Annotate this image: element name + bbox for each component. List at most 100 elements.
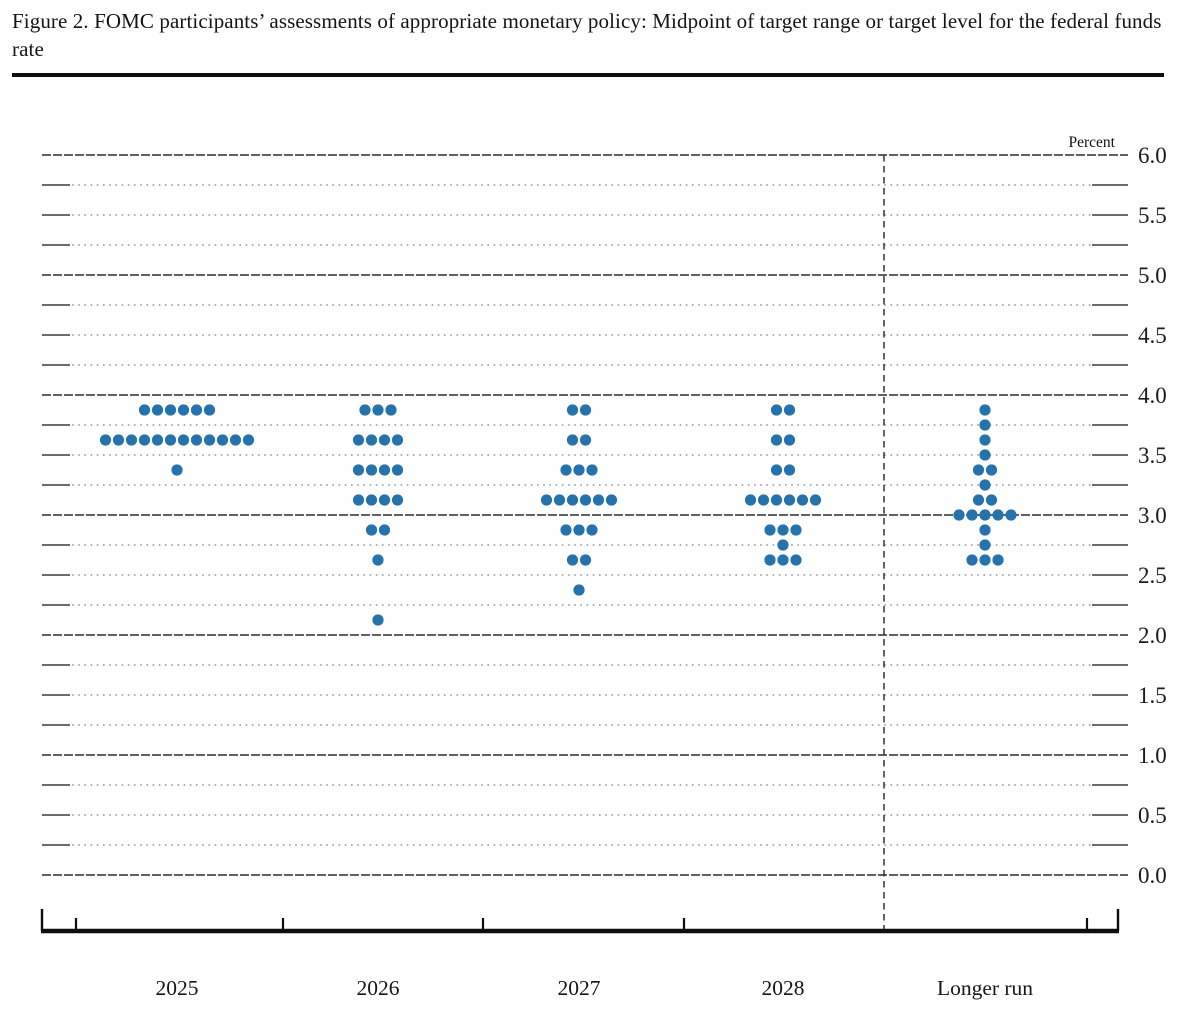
y-axis-label-4.5: 4.5: [1138, 323, 1167, 348]
participant-dot-2025-3.625: [164, 434, 177, 446]
x-axis-label-2025: 2025: [156, 976, 199, 1000]
participant-dot-2028-2.625: [790, 554, 802, 566]
participant-dot-2028-3.125: [783, 494, 796, 506]
participant-dot-2026-3.875: [359, 404, 371, 416]
participant-dot-longer-run-3.5: [979, 449, 991, 461]
participant-dot-2025-3.625: [151, 434, 164, 446]
y-axis-label-2.5: 2.5: [1138, 563, 1167, 588]
participant-dot-2028-2.75: [777, 539, 789, 551]
participant-dot-2025-3.875: [177, 404, 190, 416]
participant-dot-2028-2.875: [790, 524, 802, 536]
participant-dot-longer-run-3.75: [979, 419, 991, 431]
participant-dot-2026-2.875: [365, 524, 378, 536]
participant-dot-2028-3.875: [783, 404, 796, 416]
participant-dot-2027-3.125: [540, 494, 553, 506]
y-axis-label-5.5: 5.5: [1138, 203, 1167, 228]
participant-dot-2025-3.625: [190, 434, 203, 446]
participant-dot-2028-2.875: [764, 524, 776, 536]
participant-dot-2028-3.875: [770, 404, 783, 416]
participant-dot-longer-run-3.125: [972, 494, 985, 506]
participant-dot-2027-2.375: [573, 584, 585, 596]
participant-dot-2027-2.625: [566, 554, 579, 566]
participant-dot-2027-2.875: [573, 524, 585, 536]
participant-dot-2028-2.875: [777, 524, 789, 536]
participant-dot-longer-run-2.875: [979, 524, 991, 536]
participant-dot-2028-3.375: [783, 464, 796, 476]
participant-dot-longer-run-3.625: [979, 434, 991, 446]
participant-dot-2028-3.375: [770, 464, 783, 476]
y-axis-label-6.0: 6.0: [1138, 143, 1167, 168]
participant-dot-2025-3.625: [203, 434, 216, 446]
y-axis-label-3.5: 3.5: [1138, 443, 1167, 468]
participant-dot-2025-3.625: [125, 434, 138, 446]
x-axis-label-longer-run: Longer run: [937, 976, 1033, 1000]
participant-dot-2027-3.375: [560, 464, 572, 476]
x-axis-label-2027: 2027: [558, 976, 601, 1000]
participant-dot-2028-3.625: [770, 434, 783, 446]
participant-dot-longer-run-3: [1005, 509, 1017, 521]
participant-dot-2028-3.125: [809, 494, 822, 506]
participant-dot-2025-3.625: [229, 434, 242, 446]
participant-dot-2025-3.625: [112, 434, 125, 446]
participant-dot-2025-3.875: [164, 404, 177, 416]
participant-dot-2026-3.375: [365, 464, 378, 476]
participant-dot-longer-run-3.375: [972, 464, 985, 476]
participant-dot-longer-run-3.375: [985, 464, 998, 476]
participant-dot-longer-run-2.75: [979, 539, 991, 551]
participant-dot-2025-3.875: [151, 404, 164, 416]
y-axis-label-1.5: 1.5: [1138, 683, 1167, 708]
participant-dot-2026-3.625: [352, 434, 365, 446]
participant-dot-2027-2.625: [579, 554, 592, 566]
participant-dot-2026-3.125: [378, 494, 391, 506]
percent-unit-label: Percent: [1069, 134, 1116, 151]
participant-dot-2026-3.625: [378, 434, 391, 446]
participant-dot-longer-run-2.625: [966, 554, 978, 566]
participant-dot-longer-run-3.25: [979, 479, 991, 491]
participant-dot-2027-3.875: [566, 404, 579, 416]
participant-dot-2027-2.875: [586, 524, 598, 536]
participant-dot-2027-3.125: [566, 494, 579, 506]
participant-dot-2028-2.625: [777, 554, 789, 566]
participant-dot-2025-3.875: [138, 404, 151, 416]
participant-dot-2028-2.625: [764, 554, 776, 566]
y-axis-label-0.0: 0.0: [1138, 863, 1167, 888]
participant-dot-2026-2.625: [372, 554, 384, 566]
participant-dot-2027-3.625: [566, 434, 579, 446]
participant-dot-2025-3.875: [203, 404, 216, 416]
x-axis-label-2028: 2028: [762, 976, 805, 1000]
y-axis-label-4.0: 4.0: [1138, 383, 1167, 408]
participant-dot-longer-run-3: [953, 509, 965, 521]
participant-dot-2025-3.625: [138, 434, 151, 446]
participant-dot-2026-3.375: [378, 464, 391, 476]
participant-dot-2027-3.125: [592, 494, 605, 506]
participant-dot-2028-3.125: [757, 494, 770, 506]
participant-dot-2026-2.125: [372, 614, 384, 626]
participant-dot-2025-3.625: [242, 434, 255, 446]
participant-dot-longer-run-3: [992, 509, 1004, 521]
participant-dot-2025-3.625: [99, 434, 112, 446]
participant-dot-2027-3.125: [579, 494, 592, 506]
y-axis-label-3.0: 3.0: [1138, 503, 1167, 528]
participant-dot-2026-3.125: [352, 494, 365, 506]
participant-dot-longer-run-2.625: [979, 554, 991, 566]
participant-dot-2026-3.125: [365, 494, 378, 506]
participant-dot-2027-2.875: [560, 524, 572, 536]
participant-dot-2026-3.625: [365, 434, 378, 446]
participant-dot-longer-run-3: [979, 509, 991, 521]
y-axis-label-5.0: 5.0: [1138, 263, 1167, 288]
participant-dot-2026-3.625: [391, 434, 404, 446]
participant-dot-2028-3.125: [796, 494, 809, 506]
x-axis-label-2026: 2026: [357, 976, 400, 1000]
y-axis-label-0.5: 0.5: [1138, 803, 1167, 828]
figure-title: Figure 2. FOMC participants’ assessments…: [12, 7, 1164, 77]
participant-dot-2027-3.625: [579, 434, 592, 446]
participant-dot-longer-run-3: [966, 509, 978, 521]
participant-dot-2027-3.125: [605, 494, 618, 506]
participant-dot-2026-3.125: [391, 494, 404, 506]
participant-dot-2026-3.875: [385, 404, 397, 416]
participant-dot-longer-run-3.125: [985, 494, 998, 506]
participant-dot-2028-3.625: [783, 434, 796, 446]
participant-dot-2026-3.875: [372, 404, 384, 416]
